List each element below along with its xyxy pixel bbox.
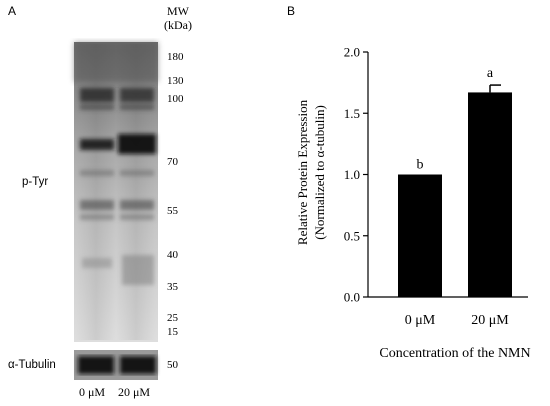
bar-chart: 0.0 0.5 1.0 1.5 2.0 Relative Protein Expressi… (295, 45, 531, 362)
y-tick-label: 0.5 (344, 228, 360, 243)
panel-b-letter: B (287, 4, 296, 18)
y-axis-label-line2: (Normalized to α-tubulin) (312, 105, 327, 240)
bar (398, 174, 442, 297)
panel-a-letter: A (8, 4, 17, 18)
mw-marker: 40 (167, 249, 178, 261)
tubulin-label: α-Tubulin (8, 359, 56, 371)
mw-marker: 35 (167, 281, 178, 293)
mw-marker: 130 (167, 75, 184, 87)
x-axis-label: Concentration of the NMN (379, 346, 530, 361)
significance-letter: a (487, 66, 494, 81)
mw-title: MW (kDa) (164, 4, 192, 32)
mw-loading-marker: 50 (167, 359, 178, 371)
y-tick-label: 2.0 (344, 45, 360, 60)
x-tick-label: 0 μM (405, 313, 436, 328)
mw-marker: 180 (167, 51, 184, 63)
x-tick-label: 20 μM (471, 313, 509, 328)
mw-marker: 70 (167, 156, 178, 168)
y-tick-label: 1.5 (344, 106, 360, 121)
ptyr-label: p-Tyr (22, 176, 49, 188)
mw-marker: 25 (167, 312, 178, 324)
lane-label-20: 20 μM (118, 385, 151, 399)
mw-marker: 55 (167, 205, 178, 217)
mw-marker: 15 (167, 326, 178, 338)
tubulin-blot (74, 350, 158, 380)
ptyr-blot (74, 42, 158, 342)
bar (468, 92, 512, 297)
mw-marker: 100 (167, 93, 184, 105)
y-tick-label: 0.0 (344, 290, 360, 305)
y-axis-label: Relative Protein Expression (295, 99, 310, 245)
lane-label-0: 0 μM (79, 385, 106, 399)
significance-letter: b (417, 158, 424, 173)
y-tick-label: 1.0 (344, 167, 360, 182)
